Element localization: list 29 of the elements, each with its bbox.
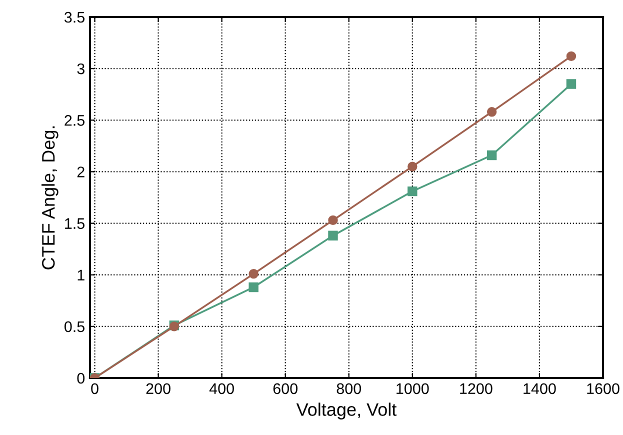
point: [566, 51, 576, 62]
y-tick-label: 3: [77, 63, 84, 74]
y-tick-label: 2.5: [64, 115, 84, 126]
y-axis-title: CTEF Angle, Deg.: [42, 126, 58, 270]
point: [328, 230, 338, 241]
point: [566, 79, 576, 89]
x-tick-label: 800: [336, 383, 362, 394]
point: [408, 186, 418, 196]
x-tick-label: 1000: [396, 383, 429, 394]
point: [486, 107, 497, 117]
y-tick-label: 0.5: [64, 321, 84, 332]
x-tick-label: 1600: [587, 383, 620, 394]
x-tick-label: 200: [146, 383, 170, 394]
x-tick-label: 600: [273, 383, 298, 394]
point: [408, 162, 418, 172]
y-tick-label: 1.5: [65, 218, 84, 229]
y-tick-label: 3.5: [64, 12, 84, 23]
x-tick-label: 1400: [524, 383, 556, 394]
point: [486, 150, 497, 160]
point: [248, 282, 258, 292]
x-tick-label: 0: [91, 383, 98, 394]
y-tick-label: 2: [77, 166, 84, 178]
point: [248, 268, 258, 279]
x-tick-label: 1200: [460, 383, 492, 394]
x-axis-title: Voltage, Volt: [296, 402, 397, 420]
point: [328, 215, 338, 226]
y-tick-label: 1: [78, 270, 84, 280]
x-tick-label: 400: [209, 383, 234, 394]
y-tick-label: 0: [77, 372, 85, 384]
